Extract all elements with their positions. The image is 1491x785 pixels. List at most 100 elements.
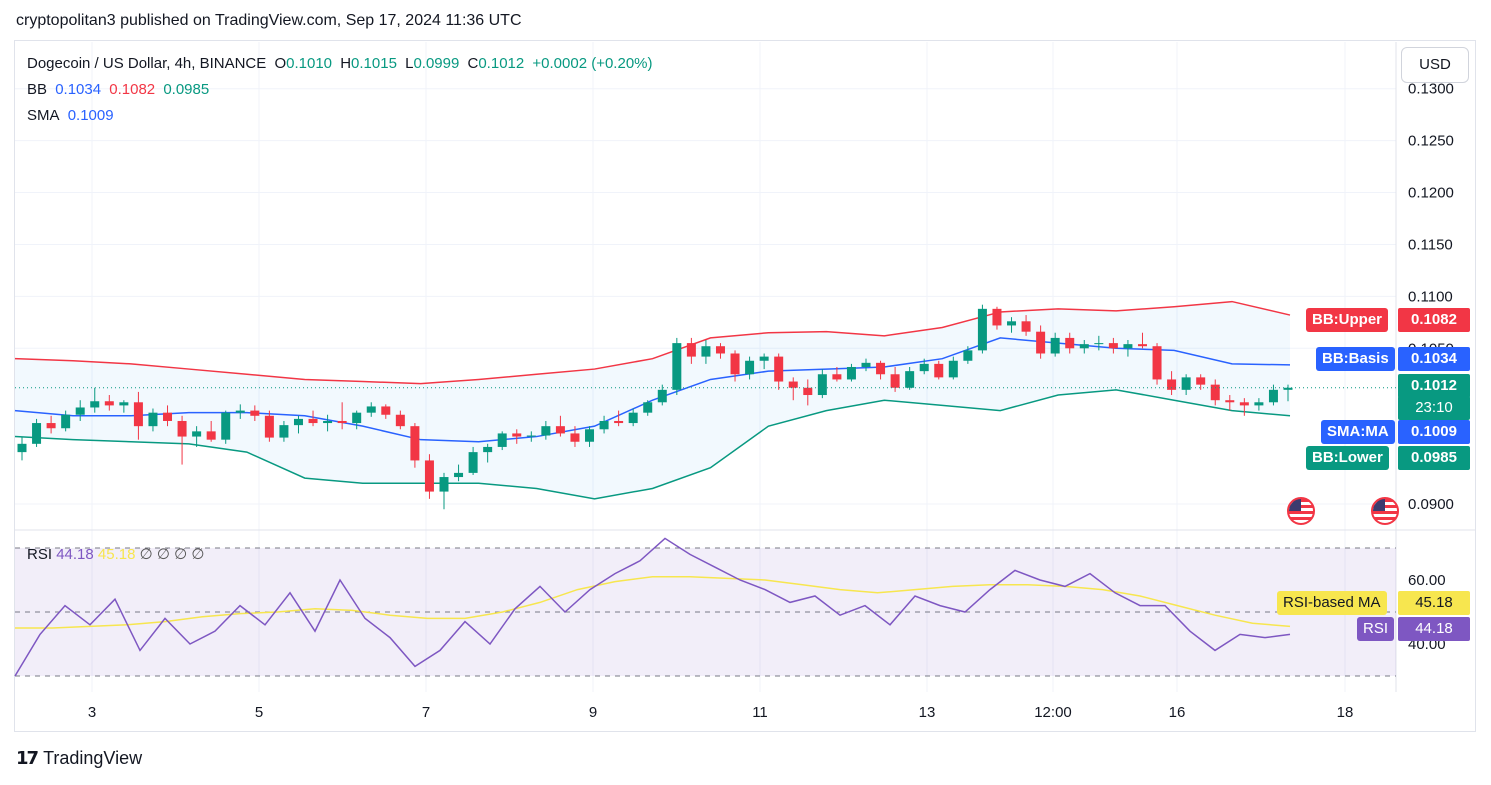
rsi-ma-tag-value: 45.18 — [1398, 591, 1470, 615]
candle-body — [1181, 377, 1191, 390]
candle-body — [293, 418, 303, 426]
bb-upper-value: 0.1082 — [109, 81, 156, 98]
candle-body — [657, 389, 667, 403]
candle-body — [876, 362, 886, 375]
symbol-title: Dogecoin / US Dollar, 4h, BINANCE — [27, 55, 267, 72]
rsi-ma-tag-label: RSI-based MA — [1277, 591, 1387, 615]
candle-body — [366, 406, 376, 413]
candle-body — [890, 374, 900, 388]
last-price-tag: 0.1012 — [1398, 374, 1470, 398]
candle-body — [454, 472, 464, 478]
rsi-line — [14, 537, 1291, 677]
candle-body — [264, 415, 274, 438]
candle-body — [1283, 387, 1293, 390]
bar-countdown: 23:10 — [1398, 396, 1470, 420]
candle-body — [977, 308, 987, 351]
candle-body — [483, 446, 493, 453]
us-flag-icon[interactable] — [1371, 497, 1399, 525]
rsi-ma-line — [15, 576, 1291, 629]
candle-body — [1007, 321, 1017, 326]
candle-body — [279, 425, 289, 438]
currency-button[interactable]: USD — [1401, 47, 1469, 83]
candle-body — [1210, 384, 1220, 401]
time-tick-label: 9 — [589, 704, 597, 721]
candle-body — [148, 412, 158, 427]
candle-body — [803, 387, 813, 396]
candle-body — [715, 346, 725, 354]
candle-body — [643, 402, 653, 413]
candle-body — [1225, 400, 1235, 403]
candle-body — [861, 362, 871, 367]
candle-body — [61, 414, 71, 429]
candle-body — [221, 412, 231, 440]
low-label: L — [405, 55, 414, 72]
close-label: C — [467, 55, 479, 72]
price-tick-label: 0.1250 — [1408, 133, 1454, 150]
bb-lower-line — [14, 389, 1291, 500]
candle-body — [468, 452, 478, 473]
price-tick-label: 0.1200 — [1408, 185, 1454, 202]
candle-body — [439, 477, 449, 492]
candle-body — [1239, 402, 1249, 406]
candle-body — [1036, 331, 1046, 354]
price-tick-label: 0.1100 — [1408, 288, 1453, 305]
candle-body — [846, 366, 856, 380]
sma-legend: SMA 0.1009 — [27, 107, 118, 124]
rsi-legend-value: 44.18 — [56, 546, 94, 563]
candle-body — [32, 423, 42, 444]
low-value: 0.0999 — [413, 55, 460, 72]
candle-body — [774, 356, 784, 382]
candle-body — [497, 433, 507, 447]
candle-body — [1123, 344, 1133, 349]
candle-body — [1254, 402, 1264, 406]
rsi-ma-legend-value: 45.18 — [97, 546, 136, 563]
sma-tag-label: SMA:MA — [1321, 420, 1395, 444]
rsi-tick-label: 60.00 — [1408, 572, 1446, 589]
candle-body — [585, 429, 595, 442]
candle-body — [352, 412, 362, 424]
time-tick-label: 12:00 — [1034, 704, 1072, 721]
candle-body — [832, 374, 842, 380]
price-tick-label: 0.1150 — [1408, 236, 1453, 253]
candle-body — [1050, 337, 1060, 354]
candle-body — [512, 433, 522, 437]
candle-body — [1196, 377, 1206, 385]
bb-upper-line — [14, 300, 1291, 385]
candle-body — [1108, 343, 1118, 349]
candle-body — [1021, 321, 1031, 332]
candle-body — [395, 414, 405, 427]
candle-body — [992, 308, 1002, 326]
sma-value: 0.1009 — [67, 107, 114, 124]
candle-body — [817, 374, 827, 396]
candle-body — [1094, 343, 1104, 345]
candle-body — [46, 423, 56, 429]
high-label: H — [340, 55, 352, 72]
candle-body — [759, 356, 769, 361]
candle-body — [555, 426, 565, 434]
candle-body — [17, 443, 27, 453]
candle-body — [163, 412, 173, 421]
time-tick-label: 11 — [752, 704, 768, 721]
rsi-legend-extras: ∅ ∅ ∅ ∅ — [139, 546, 205, 563]
candle-body — [90, 401, 100, 408]
candle-body — [381, 406, 391, 415]
candle-body — [177, 420, 187, 437]
time-tick-label: 16 — [1169, 704, 1186, 721]
time-tick-label: 5 — [255, 704, 263, 721]
candle-body — [337, 420, 347, 424]
us-flag-icon[interactable] — [1287, 497, 1315, 525]
candle-body — [1137, 344, 1147, 347]
time-tick-label: 3 — [88, 704, 96, 721]
bb-basis-tag-label: BB:Basis — [1316, 347, 1395, 371]
candle-body — [948, 360, 958, 378]
candle-body — [75, 407, 85, 415]
candle-body — [570, 433, 580, 442]
tradingview-logo[interactable]: 17 TradingView — [16, 748, 142, 769]
candle-body — [1167, 379, 1177, 390]
candle-body — [308, 418, 318, 424]
candle-body — [919, 363, 929, 372]
bb-label: BB — [27, 81, 48, 98]
time-tick-label: 7 — [422, 704, 430, 721]
candle-body — [686, 343, 696, 357]
